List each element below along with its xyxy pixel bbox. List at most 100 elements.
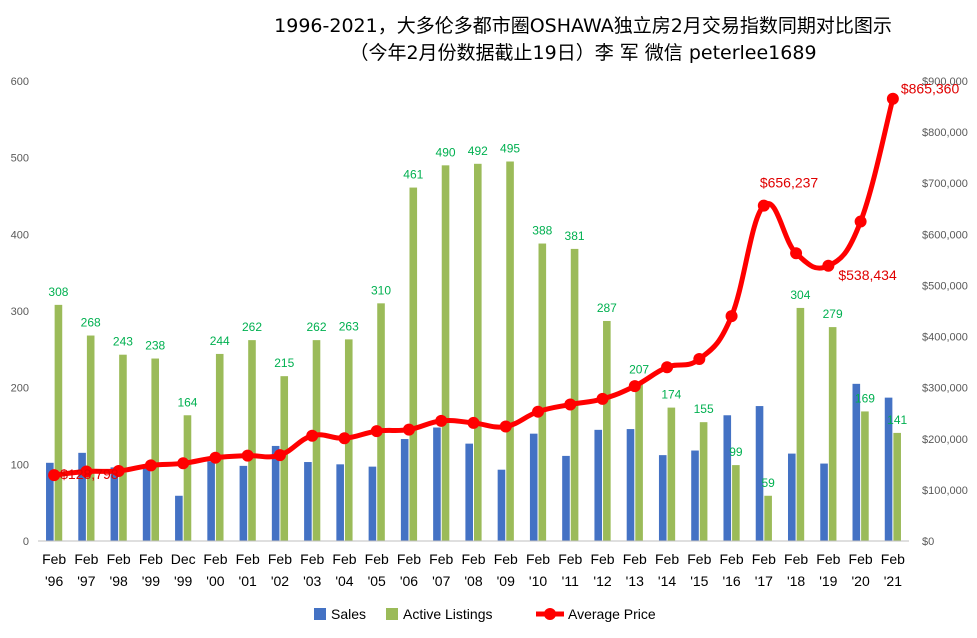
x-tick-label: Feb	[720, 551, 744, 567]
right-axis: $0 $100,000 $200,000 $300,000 $400,000 $500,0…	[922, 76, 968, 548]
active-listings-data-label: 262	[306, 320, 326, 334]
x-tick-label: '13	[626, 573, 644, 589]
active-listings-bar	[248, 340, 256, 541]
left-tick-label: 300	[11, 306, 29, 318]
legend: Sales Active Listings Average Price	[314, 606, 656, 622]
active-listings-data-label: 388	[532, 224, 552, 238]
average-price-point	[661, 361, 674, 374]
x-tick-label: '12	[593, 573, 611, 589]
sales-bar	[820, 463, 828, 541]
right-tick-label: $300,000	[922, 383, 968, 395]
active-listings-data-label: 262	[242, 320, 262, 334]
x-tick-label: Feb	[655, 551, 679, 567]
left-tick-label: 100	[11, 459, 29, 471]
average-price-point	[370, 425, 383, 438]
sales-bar	[852, 383, 861, 541]
active-listings-bar	[828, 327, 837, 541]
sales-bar	[239, 465, 248, 541]
active-listings-bar	[183, 415, 192, 541]
x-tick-label: Feb	[494, 551, 518, 567]
right-tick-label: $700,000	[922, 178, 968, 190]
sales-bar	[175, 495, 183, 541]
x-tick-label: '07	[432, 573, 450, 589]
x-tick-label: '02	[271, 573, 289, 589]
sales-bar	[884, 397, 893, 541]
active-listings-bar	[506, 161, 514, 541]
x-tick-label: Feb	[139, 551, 163, 567]
legend-swatch	[544, 608, 556, 620]
active-listings-bar	[603, 320, 611, 541]
average-price-point	[693, 353, 706, 366]
active-listings-bar	[377, 303, 385, 541]
x-tick-label: '17	[755, 573, 773, 589]
average-price-data-label: $128,798	[60, 466, 119, 482]
active-listings-bar	[151, 358, 160, 541]
sales-bar	[755, 406, 764, 541]
x-tick-label: Feb	[881, 551, 905, 567]
chart-subtitle: （今年2月份数据截止19日）李 军 微信 peterlee1689	[349, 42, 816, 64]
active-listings-bar	[764, 495, 772, 541]
x-tick-label: Feb	[107, 551, 131, 567]
active-listings-data-label: 308	[48, 285, 68, 299]
x-tick-label: '16	[722, 573, 740, 589]
x-tick-label: '97	[77, 573, 95, 589]
x-tick-label: '08	[464, 573, 482, 589]
x-tick-label: '15	[690, 573, 708, 589]
right-tick-label: $400,000	[922, 332, 968, 344]
average-price-point	[402, 423, 415, 436]
active-listings-data-label: 59	[761, 476, 775, 490]
average-price-line: $128,798 $656,237 $538,434 $865,360	[48, 81, 959, 482]
average-price-point	[80, 465, 93, 478]
right-tick-label: $100,000	[922, 485, 968, 497]
x-tick-label: '04	[335, 573, 353, 589]
sales-bar	[400, 439, 409, 541]
average-price-point	[241, 449, 254, 462]
x-tick-label: '00	[206, 573, 224, 589]
x-tick-label: Feb	[74, 551, 98, 567]
x-tick-label: '11	[562, 573, 579, 589]
average-price-data-label: $656,237	[760, 175, 819, 191]
x-tick-label: '18	[787, 573, 805, 589]
sales-bar	[304, 462, 312, 541]
active-listings-data-label: 268	[81, 316, 101, 330]
average-price-point	[790, 247, 803, 260]
sales-bar	[336, 464, 344, 541]
active-listings-data-label: 287	[597, 301, 617, 315]
active-listings-data-label: 279	[823, 307, 843, 321]
active-listings-bar	[732, 465, 740, 541]
active-listings-bar	[119, 354, 127, 541]
active-listings-data-label: 263	[339, 319, 359, 333]
active-listings-data-label: 492	[468, 144, 488, 158]
x-tick-label: Feb	[849, 551, 873, 567]
x-tick-label: Feb	[42, 551, 66, 567]
left-tick-label: 400	[11, 229, 29, 241]
active-listings-data-label: 243	[113, 335, 133, 349]
x-tick-label: Feb	[203, 551, 227, 567]
x-tick-label: Feb	[526, 551, 550, 567]
average-price-point	[144, 459, 157, 472]
legend-swatch	[386, 608, 398, 620]
x-tick-label: Feb	[623, 551, 647, 567]
average-price-point	[306, 429, 319, 442]
left-tick-label: 500	[11, 153, 29, 165]
active-listings-bar	[796, 307, 805, 541]
average-price-point	[467, 416, 480, 429]
x-tick-label: Feb	[590, 551, 614, 567]
average-price-point	[273, 449, 286, 462]
x-tick-label: Feb	[816, 551, 840, 567]
active-listings-data-label: 244	[210, 334, 230, 348]
x-tick-label: '99	[174, 573, 192, 589]
active-listings-data-label: 490	[436, 145, 456, 159]
x-tick-label: Feb	[365, 551, 389, 567]
sales-bar	[110, 467, 119, 541]
x-tick-label: Feb	[429, 551, 453, 567]
x-tick-label: Feb	[752, 551, 776, 567]
sales-bar	[691, 450, 699, 541]
x-tick-label: '98	[110, 573, 128, 589]
active-listings-data-label: 169	[855, 391, 875, 405]
x-tick-label: Feb	[300, 551, 324, 567]
active-listings-data-label: 207	[629, 362, 649, 376]
average-price-point	[48, 469, 61, 482]
average-price-point	[596, 392, 609, 405]
sales-bar	[433, 427, 441, 541]
